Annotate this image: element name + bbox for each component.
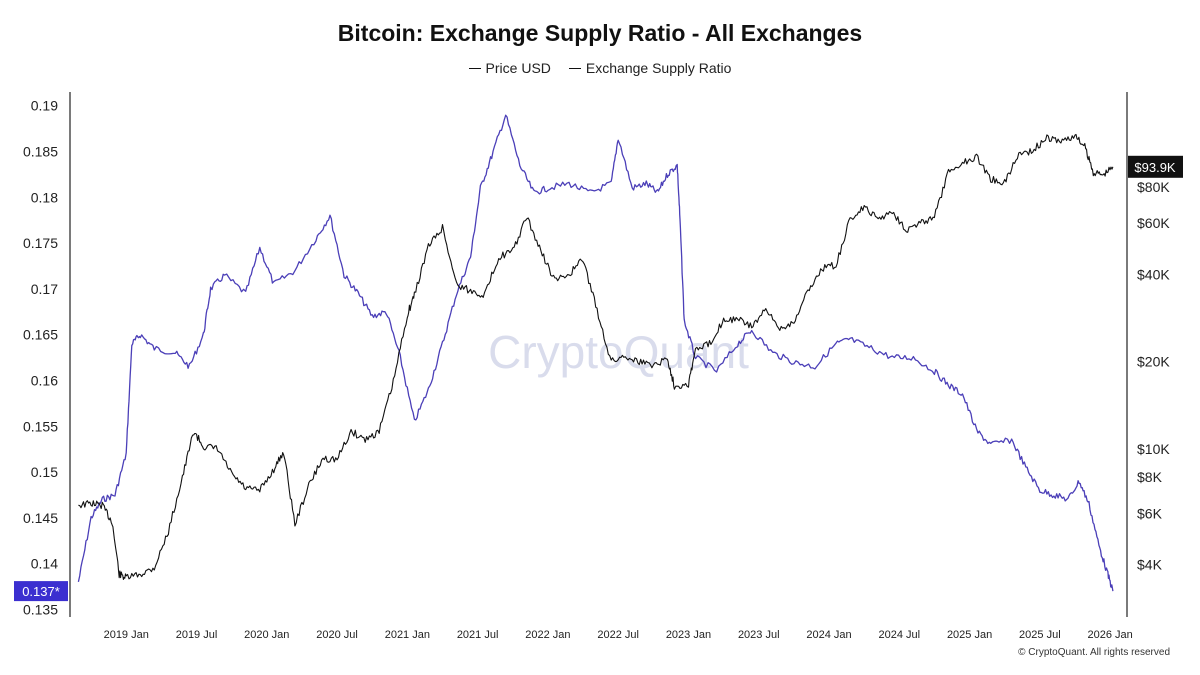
x-tick-label: 2023 Jul <box>738 629 780 641</box>
x-tick-label: 2025 Jan <box>947 629 992 641</box>
series-line-exchange-supply-ratio <box>77 114 1114 592</box>
x-tick-label: 2021 Jan <box>385 629 430 641</box>
x-tick-label: 2023 Jan <box>666 629 711 641</box>
y-left-tick-label: 0.14 <box>31 556 58 572</box>
x-tick-label: 2021 Jul <box>457 629 499 641</box>
x-tick-label: 2022 Jan <box>525 629 570 641</box>
y-right-tick-label: $8K <box>1137 469 1163 485</box>
y-left-tick-label: 0.15 <box>31 464 58 480</box>
series-line-price-usd <box>78 133 1114 580</box>
y-right-tick-label: $4K <box>1137 556 1163 572</box>
current-ratio-badge <box>14 581 68 602</box>
copyright-footer: © CryptoQuant. All rights reserved <box>1018 647 1170 658</box>
current-ratio-label: 0.137* <box>22 584 60 599</box>
y-left-tick-label: 0.19 <box>31 98 58 114</box>
legend-label-price: Price USD <box>485 60 551 76</box>
y-right-tick-label: $40K <box>1137 266 1170 282</box>
y-left-tick-label: 0.165 <box>23 327 58 343</box>
y-left-tick-label: 0.175 <box>23 235 58 251</box>
y-right-tick-label: $6K <box>1137 505 1163 521</box>
legend-swatch-price <box>468 67 481 69</box>
y-right-tick-label: $80K <box>1137 179 1170 195</box>
legend-swatch-ratio <box>568 67 581 69</box>
x-tick-label: 2022 Jul <box>597 629 639 641</box>
y-left-tick-label: 0.155 <box>23 418 58 434</box>
current-price-badge <box>1128 155 1183 178</box>
y-left-tick-label: 0.18 <box>31 189 58 205</box>
y-left-tick-label: 0.145 <box>23 510 58 526</box>
x-tick-label: 2019 Jul <box>176 629 218 641</box>
watermark-text: CryptoQuant <box>488 326 749 378</box>
current-price-label: $93.9K <box>1134 160 1176 175</box>
legend-item-price[interactable]: Price USD <box>468 60 551 76</box>
y-left-tick-label: 0.135 <box>23 601 58 617</box>
y-left-tick-label: 0.16 <box>31 372 58 388</box>
x-tick-label: 2025 Jul <box>1019 629 1061 641</box>
y-right-tick-label: $20K <box>1137 354 1170 370</box>
x-tick-label: 2026 Jan <box>1088 629 1133 641</box>
chart-legend: Price USD Exchange Supply Ratio <box>0 60 1200 76</box>
y-right-tick-label: $10K <box>1137 441 1170 457</box>
x-tick-label: 2020 Jul <box>316 629 358 641</box>
y-right-tick-label: $60K <box>1137 215 1170 231</box>
chart-title: Bitcoin: Exchange Supply Ratio - All Exc… <box>337 20 863 46</box>
x-tick-label: 2024 Jul <box>878 629 920 641</box>
legend-item-ratio[interactable]: Exchange Supply Ratio <box>568 60 732 76</box>
x-tick-label: 2019 Jan <box>104 629 149 641</box>
legend-label-ratio: Exchange Supply Ratio <box>585 60 732 76</box>
x-tick-label: 2024 Jan <box>806 629 851 641</box>
y-left-tick-label: 0.17 <box>31 281 58 297</box>
y-left-tick-label: 0.185 <box>23 144 58 160</box>
x-tick-label: 2020 Jan <box>244 629 289 641</box>
